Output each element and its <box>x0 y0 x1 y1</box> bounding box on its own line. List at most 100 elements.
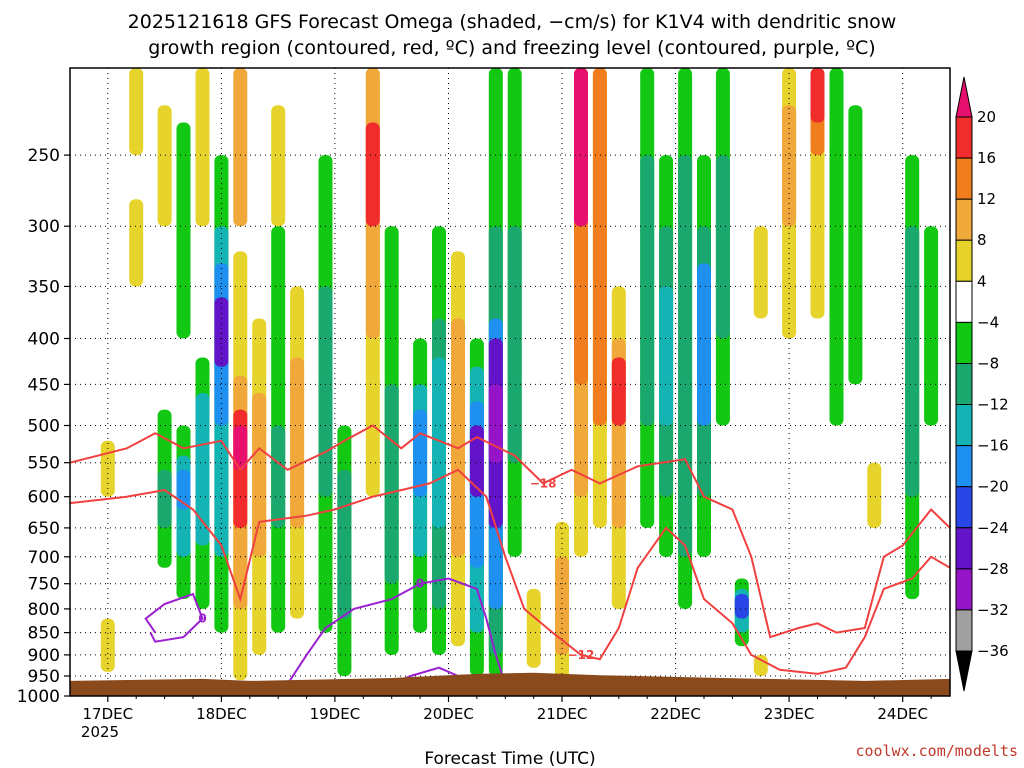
colorbar: 20 16 12 8 4 −4 −8 −12 −16 −20 −24 −28 −32 −36 <box>955 76 1009 692</box>
colorbar-bin <box>955 157 973 200</box>
colorbar-tick-label: −20 <box>977 478 1009 496</box>
omega-cell <box>100 618 115 672</box>
omega-cell <box>233 68 248 227</box>
dgz-contour-line <box>70 424 950 639</box>
x-axis-title: Forecast Time (UTC) <box>424 749 595 768</box>
colorbar-tick-label: 12 <box>977 190 996 208</box>
omega-cell <box>526 588 541 668</box>
y-tick-label: 450 <box>28 375 60 395</box>
omega-cell <box>195 393 210 546</box>
omega-cell <box>753 654 768 676</box>
y-tick-label: 400 <box>28 330 60 350</box>
omega-cell <box>734 594 749 619</box>
omega-cell <box>451 318 465 557</box>
x-axis-year-label: 2025 <box>81 723 119 741</box>
omega-cell <box>176 122 191 339</box>
omega-cell <box>715 155 730 339</box>
colorbar-tick-label: −36 <box>977 642 1009 660</box>
colorbar-bin <box>955 321 973 364</box>
omega-cell <box>555 556 569 655</box>
omega-cell <box>848 105 863 385</box>
omega-cell <box>432 357 446 528</box>
freezing-contour-line <box>286 577 507 685</box>
omega-cell <box>157 105 172 227</box>
dendritic-growth-contours: −18 −12 <box>70 424 950 675</box>
dgz-contour-label: −12 <box>568 648 595 662</box>
y-tick-label: 600 <box>28 488 60 508</box>
x-axis-ticks: 17DEC 18DEC 19DEC 20DEC 21DEC 22DEC 23DEC 24DEC <box>83 696 932 723</box>
y-tick-label: 900 <box>28 646 60 666</box>
colorbar-tick-label: 8 <box>977 231 987 249</box>
omega-cell <box>678 155 693 557</box>
omega-cell <box>129 68 144 156</box>
y-tick-label: 250 <box>28 146 60 166</box>
colorbar-tick-label: 20 <box>977 108 996 126</box>
omega-cell <box>290 357 305 528</box>
freezing-contour-label: 0 <box>198 612 206 626</box>
chart-title-line-2: growth region (contoured, red, ºC) and f… <box>148 37 875 59</box>
x-tick-label: 19DEC <box>310 705 361 723</box>
omega-cell <box>829 68 844 426</box>
colorbar-bin <box>955 445 973 488</box>
y-tick-label: 300 <box>28 217 60 237</box>
omega-cell <box>924 226 939 426</box>
omega-shading <box>100 68 939 681</box>
colorbar-bottom-triangle <box>955 650 973 692</box>
omega-cell <box>129 199 144 287</box>
colorbar-bin <box>955 568 973 611</box>
omega-cell <box>782 105 797 227</box>
y-tick-label: 500 <box>28 417 60 437</box>
omega-cell <box>659 286 674 426</box>
colorbar-top-triangle <box>955 76 973 118</box>
omega-cell <box>365 122 380 227</box>
x-tick-label: 24DEC <box>877 705 928 723</box>
colorbar-tick-label: −28 <box>977 560 1009 578</box>
colorbar-bin <box>955 486 973 529</box>
omega-cell <box>488 384 503 463</box>
omega-cell <box>592 68 607 426</box>
colorbar-tick-label: 4 <box>977 272 987 290</box>
terrain-fill <box>70 672 950 696</box>
freezing-contour-line <box>144 592 204 643</box>
omega-cell <box>271 105 286 227</box>
omega-cell <box>867 462 882 528</box>
chart-title-line-1: 2025121618 GFS Forecast Omega (shaded, −… <box>128 11 897 33</box>
omega-cell <box>905 226 920 497</box>
y-tick-label: 650 <box>28 519 60 539</box>
x-tick-label: 18DEC <box>196 705 247 723</box>
colorbar-bin <box>955 239 973 282</box>
omega-cell <box>413 409 428 497</box>
omega-cell <box>318 286 333 497</box>
omega-cell <box>753 226 768 319</box>
y-tick-label: 350 <box>28 277 60 297</box>
colorbar-tick-label: −24 <box>977 519 1009 537</box>
colorbar-bin <box>955 198 973 241</box>
y-axis-ticks: 2503003504004505005506006507007508008509… <box>17 146 70 707</box>
omega-cell <box>157 469 172 528</box>
x-tick-label: 20DEC <box>423 705 474 723</box>
colorbar-tick-label: −12 <box>977 396 1009 414</box>
dgz-contour-label: −18 <box>530 476 557 490</box>
x-tick-label: 23DEC <box>764 705 815 723</box>
omega-cell <box>507 226 522 463</box>
y-tick-label: 1000 <box>17 687 60 707</box>
omega-cell <box>384 384 399 584</box>
omega-cell <box>469 425 484 497</box>
omega-cell <box>337 469 352 619</box>
colorbar-tick-label: −4 <box>977 313 999 331</box>
y-tick-label: 800 <box>28 600 60 620</box>
x-tick-label: 21DEC <box>537 705 588 723</box>
omega-cell <box>233 425 248 470</box>
colorbar-bin <box>955 404 973 447</box>
plot-area: 0 0 −18 −12 <box>70 68 950 696</box>
y-tick-label: 700 <box>28 548 60 568</box>
terrain-surface <box>70 672 950 696</box>
omega-cell <box>214 297 229 367</box>
dgz-contour-line <box>70 468 950 675</box>
omega-cell <box>271 425 286 528</box>
colorbar-tick-label: −8 <box>977 355 999 373</box>
omega-cell <box>810 68 825 123</box>
y-tick-label: 550 <box>28 454 60 474</box>
omega-cell <box>640 155 655 426</box>
